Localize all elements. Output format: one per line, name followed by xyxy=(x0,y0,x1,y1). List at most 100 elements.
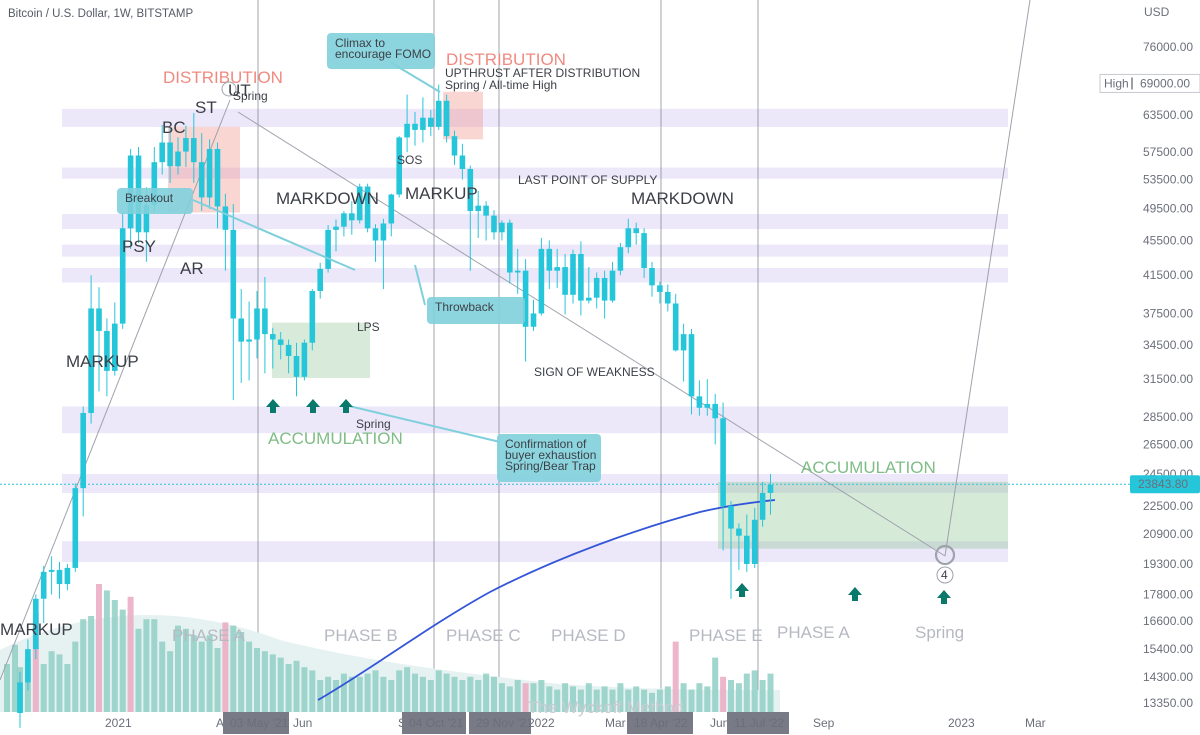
volume-bar xyxy=(190,635,197,712)
callout-pointer xyxy=(414,264,426,306)
candle-body xyxy=(507,222,513,273)
price-band xyxy=(62,244,1008,257)
up-arrow-icon xyxy=(937,590,951,604)
price-tick-label: 14300.00 xyxy=(1143,670,1193,684)
price-band xyxy=(62,406,1008,434)
volume-bar xyxy=(585,683,592,712)
volume-bar xyxy=(506,686,513,712)
candle-body xyxy=(672,303,679,351)
candle-body xyxy=(285,344,292,356)
psy-label: PSY xyxy=(122,237,156,256)
volume-bar xyxy=(412,673,418,712)
volume-histogram xyxy=(0,584,780,712)
volume-bar xyxy=(735,683,742,712)
ath-label: Spring / All-time High xyxy=(445,78,557,92)
volume-bar xyxy=(285,664,292,712)
candle-body xyxy=(593,277,600,298)
bc-label: BC xyxy=(162,118,186,137)
time-tick-label: 2023 xyxy=(948,716,975,730)
candle-body xyxy=(277,339,284,345)
volume-bar xyxy=(680,683,687,712)
callout-text: Throwback xyxy=(435,300,495,314)
candle-body xyxy=(380,223,387,241)
candle-body xyxy=(230,229,237,319)
volume-bar xyxy=(380,676,387,712)
candle-body xyxy=(728,506,734,529)
volume-bar xyxy=(143,619,150,712)
volume-bar xyxy=(364,673,371,712)
candle-body xyxy=(341,213,347,227)
lpsy-label: LAST POINT OF SUPPLY xyxy=(518,173,657,187)
candle-body xyxy=(467,168,474,212)
candle-body xyxy=(167,142,173,167)
price-tick-label: 26500.00 xyxy=(1143,437,1193,451)
accumulation-label: ACCUMULATION xyxy=(801,458,936,477)
candles[interactable] xyxy=(17,84,774,728)
candle-body xyxy=(206,148,213,198)
volume-bar xyxy=(562,683,569,712)
volume-bar xyxy=(554,689,561,712)
candle-body xyxy=(151,162,158,205)
candle-body xyxy=(578,254,584,301)
price-band xyxy=(62,214,1008,230)
candle-body xyxy=(56,569,63,585)
candle-body xyxy=(222,206,229,230)
target-circle xyxy=(934,544,956,566)
last-price-label: 23843.80 xyxy=(1138,477,1188,491)
candle-body xyxy=(680,334,687,351)
trend-line xyxy=(237,111,946,557)
up-arrow-icon xyxy=(306,399,320,413)
utad-label: UPTHRUST AFTER DISTRIBUTION xyxy=(445,66,640,80)
volume-bar xyxy=(151,619,158,712)
candle-body xyxy=(435,100,442,127)
lps-label: LPS xyxy=(357,320,380,334)
distribution-label: DISTRIBUTION xyxy=(446,50,566,69)
trend-line xyxy=(0,99,231,681)
volume-bar xyxy=(577,689,584,712)
markdown-label: MARKDOWN xyxy=(276,189,379,208)
volume-bar xyxy=(309,670,316,712)
volume-bar xyxy=(206,635,213,712)
candle-body xyxy=(301,342,308,377)
price-band xyxy=(62,167,1008,179)
candle-body xyxy=(459,155,466,169)
volume-bar xyxy=(159,641,166,712)
sos-label: SOS xyxy=(397,153,422,167)
volume-bar xyxy=(48,651,55,712)
candle-body xyxy=(522,270,529,327)
accumulation-zone xyxy=(718,481,1008,549)
callout-text: Confirmation of xyxy=(505,437,587,451)
up-arrow-icon xyxy=(848,587,862,601)
volume-bar xyxy=(419,676,426,712)
candle-body xyxy=(246,339,252,342)
candle-body xyxy=(388,194,395,224)
volume-bar xyxy=(12,644,18,712)
candle-body xyxy=(625,228,632,248)
price-tick-label: 31500.00 xyxy=(1143,372,1193,386)
volume-bar xyxy=(427,680,434,712)
time-badge xyxy=(727,712,789,734)
candle-body xyxy=(17,682,23,714)
volume-bar xyxy=(601,686,608,712)
candle-body xyxy=(270,334,276,340)
time-badge-label: 04 Oct '21 xyxy=(409,716,464,730)
price-tick-label: 45500.00 xyxy=(1143,234,1193,248)
volume-bar xyxy=(570,686,576,712)
time-scale[interactable]: 2021AprJunSep2022MarJunSep2023Mar03 May … xyxy=(105,712,1046,734)
price-band xyxy=(152,108,1008,127)
candle-body xyxy=(657,285,663,292)
volume-bar xyxy=(111,600,118,712)
callout-box xyxy=(117,188,193,214)
price-tick-label: 63500.00 xyxy=(1143,108,1193,122)
price-band xyxy=(62,541,1008,563)
volume-bar xyxy=(688,689,695,712)
volume-bar xyxy=(712,657,719,712)
price-scale[interactable]: USD 76000.00 63500.00 57500.00 53500.00 4950… xyxy=(1099,5,1200,710)
price-tick-label: 22500.00 xyxy=(1143,499,1193,513)
price-tick-label: 41500.00 xyxy=(1143,268,1193,282)
candle-body xyxy=(198,162,205,198)
candle-body xyxy=(617,247,624,271)
candle-body xyxy=(696,396,703,408)
candle-body xyxy=(665,291,671,304)
